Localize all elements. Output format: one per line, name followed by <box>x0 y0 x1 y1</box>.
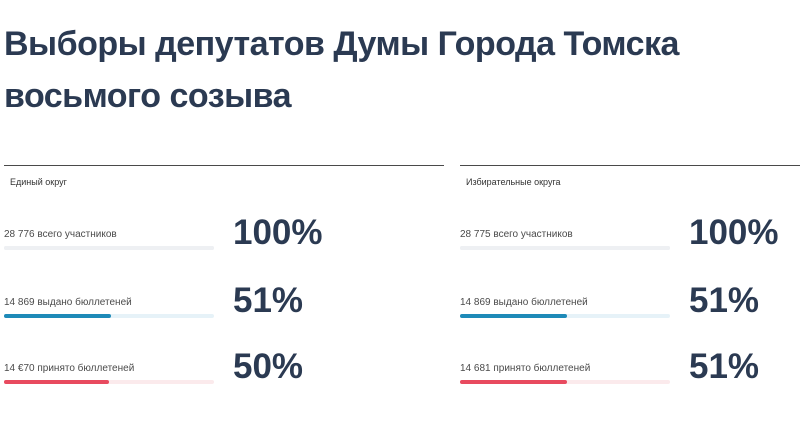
stat-label: 14 681 принято бюллетеней <box>460 363 591 374</box>
stat-percent: 50% <box>233 347 304 386</box>
stat-percent: 51% <box>689 281 760 320</box>
progress-fill <box>460 246 670 250</box>
stat-percent: 51% <box>233 281 304 320</box>
page-title: Выборы депутатов Думы Города Томска вось… <box>4 25 679 115</box>
stat-label: 14 €70 принято бюллетеней <box>4 363 135 374</box>
progress-track <box>460 246 670 250</box>
panel-label: Избирательные округа <box>466 177 561 187</box>
stat-label: 14 869 выдано бюллетеней <box>4 297 132 308</box>
stat-accepted-ballots: 14 €70 принято бюллетеней 50% <box>4 347 444 413</box>
stat-accepted-ballots: 14 681 принято бюллетеней 51% <box>460 347 800 413</box>
panel-label: Единый округ <box>10 177 67 187</box>
progress-track <box>4 380 214 384</box>
panel-divider <box>460 165 800 166</box>
progress-fill <box>4 314 112 318</box>
stat-percent: 100% <box>689 213 779 252</box>
stat-percent: 51% <box>689 347 760 386</box>
stat-participants: 28 776 всего участников 100% <box>4 213 444 279</box>
single-district-panel: Единый округ 28 776 всего участников 100… <box>4 165 444 386</box>
progress-track <box>460 380 670 384</box>
progress-track <box>4 314 214 318</box>
progress-track <box>460 314 670 318</box>
stat-label: 28 776 всего участников <box>4 229 117 240</box>
stat-label: 28 775 всего участников <box>460 229 573 240</box>
stat-percent: 100% <box>233 213 323 252</box>
electoral-districts-panel: Избирательные округа 28 775 всего участн… <box>460 165 800 386</box>
stat-issued-ballots: 14 869 выдано бюллетеней 51% <box>4 281 444 347</box>
progress-fill <box>4 380 109 384</box>
stat-label: 14 869 выдано бюллетеней <box>460 297 588 308</box>
progress-fill <box>460 314 568 318</box>
progress-track <box>4 246 214 250</box>
progress-fill <box>460 380 568 384</box>
stat-issued-ballots: 14 869 выдано бюллетеней 51% <box>460 281 800 347</box>
stat-participants: 28 775 всего участников 100% <box>460 213 800 279</box>
panel-divider <box>4 165 444 166</box>
progress-fill <box>4 246 214 250</box>
